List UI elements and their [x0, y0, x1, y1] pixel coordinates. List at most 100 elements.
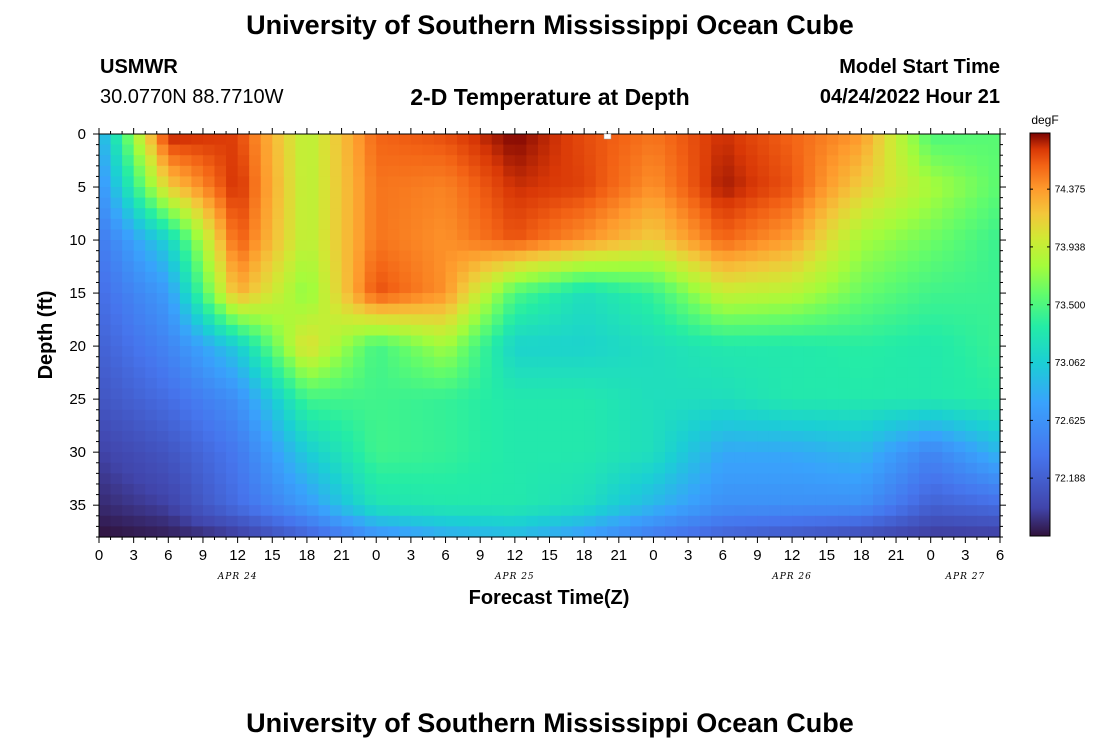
heatmap-cell — [156, 208, 169, 220]
heatmap-cell — [768, 367, 782, 379]
heatmap-cell — [376, 335, 389, 347]
heatmap-cell — [214, 271, 227, 284]
heatmap-cell — [168, 197, 181, 209]
heatmap-cell — [226, 176, 239, 188]
heatmap-cell — [930, 441, 943, 453]
heatmap-cell — [122, 526, 135, 538]
heatmap-cell — [861, 261, 874, 273]
heatmap-cell — [237, 176, 250, 188]
heatmap-cell — [491, 229, 504, 241]
heatmap-cell — [514, 399, 527, 411]
heatmap-cell — [688, 303, 701, 315]
heatmap-cell — [549, 134, 562, 146]
heatmap-cell — [457, 494, 470, 506]
heatmap-cell — [815, 367, 828, 379]
heatmap-cell — [849, 505, 862, 517]
heatmap-cell — [676, 346, 689, 358]
heatmap-cell — [988, 388, 1001, 400]
heatmap-cell — [318, 144, 331, 156]
heatmap-cell — [768, 240, 782, 252]
x-tick-label: 9 — [753, 547, 761, 564]
heatmap-cell — [526, 324, 539, 337]
heatmap-cell — [849, 271, 862, 284]
heatmap-cell — [641, 388, 655, 400]
heatmap-cell — [561, 526, 574, 538]
heatmap-cell — [780, 462, 793, 474]
heatmap-cell — [410, 505, 424, 517]
heatmap-cell — [745, 515, 759, 527]
heatmap-cell — [202, 324, 216, 337]
heatmap-cell — [283, 187, 296, 199]
heatmap-cell — [202, 293, 216, 305]
heatmap-cell — [226, 197, 239, 209]
heatmap-cell — [849, 335, 862, 347]
heatmap-cell — [480, 409, 493, 421]
heatmap-cell — [168, 388, 181, 400]
heatmap-cell — [884, 441, 897, 453]
heatmap-cell — [768, 303, 782, 315]
heatmap-cell — [295, 165, 308, 178]
heatmap-cell — [849, 483, 862, 496]
heatmap-cell — [838, 335, 851, 347]
heatmap-cell — [861, 208, 874, 220]
heatmap-cell — [699, 261, 712, 273]
heatmap-cell — [584, 303, 597, 315]
heatmap-cell — [480, 367, 493, 379]
heatmap-cell — [110, 282, 123, 294]
heatmap-cell — [861, 441, 874, 453]
heatmap-cell — [965, 526, 978, 538]
heatmap-cell — [214, 324, 227, 337]
heatmap-cell — [376, 271, 389, 284]
heatmap-cell — [919, 187, 932, 199]
heatmap-cell — [561, 187, 574, 199]
heatmap-cell — [584, 526, 597, 538]
heatmap-cell — [561, 282, 574, 294]
heatmap-cell — [884, 155, 897, 167]
heatmap-cell — [676, 271, 689, 284]
heatmap-cell — [896, 282, 909, 294]
heatmap-cell — [942, 462, 955, 474]
heatmap-cell — [768, 250, 782, 262]
heatmap-cell — [734, 134, 747, 146]
heatmap-cell — [145, 176, 158, 188]
heatmap-cell — [249, 483, 262, 496]
heatmap-cell — [433, 218, 447, 231]
heatmap-cell — [226, 165, 239, 178]
heatmap-cell — [202, 261, 216, 273]
heatmap-cell — [422, 515, 435, 527]
heatmap-cell — [676, 399, 689, 411]
heatmap-cell — [872, 399, 886, 411]
heatmap-cell — [792, 430, 805, 443]
heatmap-cell — [503, 197, 516, 209]
heatmap-cell — [237, 505, 250, 517]
heatmap-cell — [965, 473, 978, 485]
heatmap-cell — [630, 346, 643, 358]
heatmap-cell — [942, 388, 955, 400]
heatmap-cell — [988, 134, 1001, 146]
heatmap-cell — [815, 462, 828, 474]
heatmap-cell — [480, 314, 493, 326]
heatmap-cell — [734, 388, 747, 400]
heatmap-cell — [549, 187, 562, 199]
heatmap-cell — [260, 515, 273, 527]
heatmap-cell — [133, 324, 146, 337]
date-label: APR 27 — [945, 572, 986, 582]
heatmap-cell — [630, 441, 643, 453]
heatmap-cell — [953, 505, 966, 517]
heatmap-cell — [376, 187, 389, 199]
heatmap-cell — [780, 134, 793, 146]
heatmap-cell — [838, 388, 851, 400]
heatmap-cell — [584, 367, 597, 379]
heatmap-cell — [595, 208, 608, 220]
heatmap-cell — [618, 176, 631, 188]
heatmap-cell — [688, 261, 701, 273]
heatmap-cell — [930, 452, 943, 464]
heatmap-cell — [699, 452, 712, 464]
heatmap-cell — [191, 144, 204, 156]
heatmap-cell — [191, 197, 204, 209]
heatmap-cell — [433, 197, 447, 209]
heatmap-cell — [272, 515, 285, 527]
heatmap-cell — [168, 271, 181, 284]
heatmap-cell — [595, 462, 608, 474]
heatmap-cell — [792, 473, 805, 485]
